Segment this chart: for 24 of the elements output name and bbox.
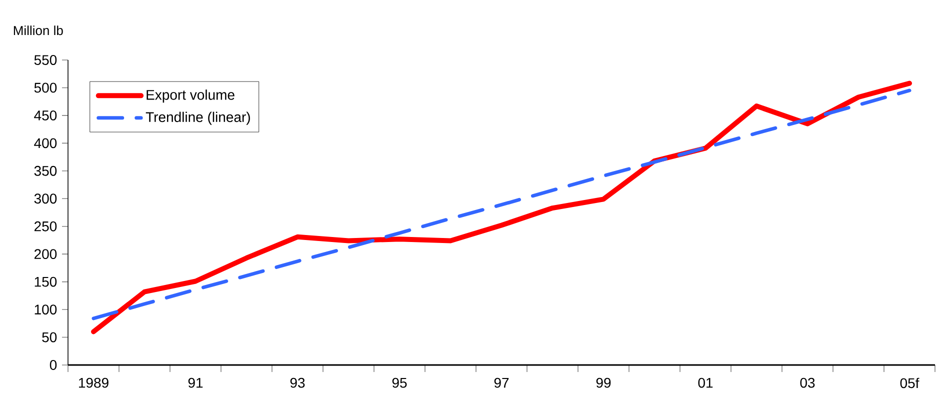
y-tick-label: 500 [34,82,57,93]
y-tick-label: 50 [42,332,57,342]
y-tick-label: 0 [50,360,57,370]
x-tick-label: 03 [800,378,815,388]
x-tick-label: 95 [392,378,407,388]
y-tick-label: 150 [34,276,57,287]
x-tick-label: 99 [596,378,611,388]
x-tick-label: 01 [698,378,713,388]
y-tick-label: 550 [34,55,57,65]
y-tick-label: 200 [34,249,57,260]
y-tick-label: 350 [34,166,57,176]
y-tick-label: 400 [34,138,57,148]
x-tick-label: 1989 [79,378,108,388]
x-tick-label: 05f [900,378,920,388]
y-tick-label: 300 [34,194,57,204]
legend-label: Export volume [146,90,234,103]
y-tick-label: 250 [34,221,57,232]
y-tick-label: 100 [34,304,57,314]
x-tick-label: 97 [494,378,509,388]
x-tick-label: 93 [290,378,305,388]
y-tick-label: 450 [34,110,57,120]
x-tick-label: 91 [188,378,203,388]
y-axis-title: Million lb [14,26,63,36]
legend-label: Trendline (linear) [146,112,250,125]
